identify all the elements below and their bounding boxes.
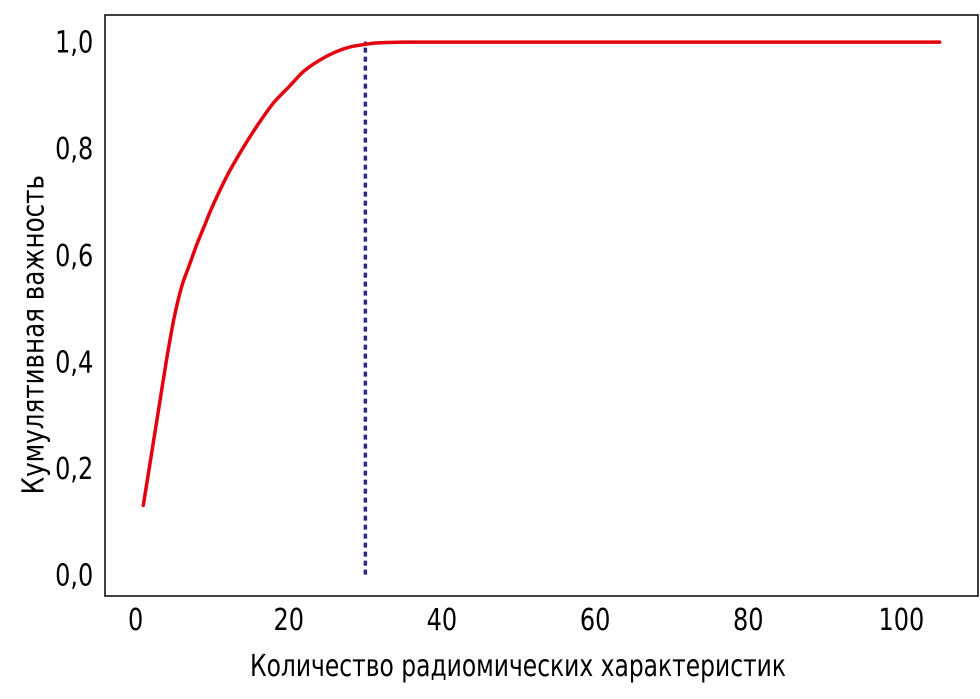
x-tick-label: 20 bbox=[274, 603, 305, 637]
y-tick-label: 0,0 bbox=[55, 559, 93, 593]
y-tick-label: 0,4 bbox=[55, 346, 93, 380]
x-tick-label: 80 bbox=[733, 603, 764, 637]
x-tick-label: 60 bbox=[580, 603, 611, 637]
y-tick-label: 0,6 bbox=[55, 239, 93, 273]
x-tick-label: 100 bbox=[879, 603, 925, 637]
x-tick-label: 0 bbox=[128, 603, 143, 637]
x-tick-labels: 0 20 40 60 80 100 bbox=[128, 603, 924, 637]
y-axis-title: Кумулятивная важность bbox=[17, 175, 51, 494]
y-tick-label: 0,8 bbox=[55, 133, 93, 167]
x-axis-title: Количество радиомических характеристик bbox=[250, 649, 786, 684]
y-tick-label: 1,0 bbox=[55, 26, 93, 60]
data-series bbox=[141, 40, 942, 508]
x-tick-label: 40 bbox=[427, 603, 458, 637]
y-tick-label: 0,2 bbox=[55, 453, 93, 487]
plot-area-frame bbox=[104, 14, 979, 597]
y-tick-labels: 0,0 0,2 0,4 0,6 0,8 1,0 bbox=[55, 26, 93, 593]
cumulative-importance-line bbox=[141, 40, 942, 508]
